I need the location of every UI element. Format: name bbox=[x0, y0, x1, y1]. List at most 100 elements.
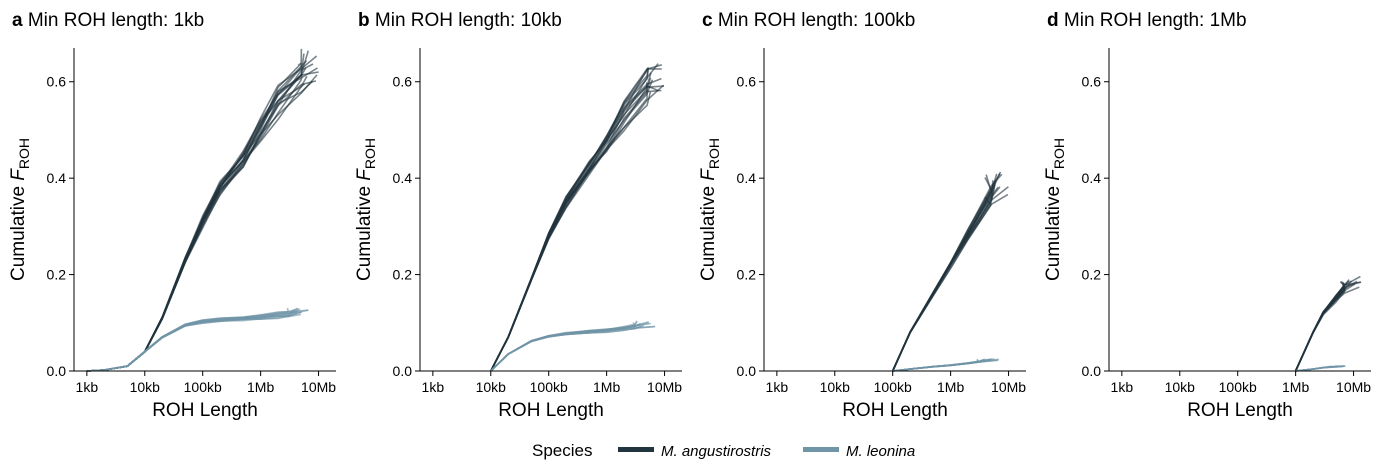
panel-d-letter: d bbox=[1047, 10, 1064, 31]
series-line-angustirostris bbox=[891, 171, 1002, 372]
x-tick-label: 10Mb bbox=[1336, 379, 1371, 395]
x-tick-label: 1Mb bbox=[937, 379, 964, 395]
panel-a-title: a Min ROH length: 1kb bbox=[12, 10, 204, 31]
panel-d-title: d Min ROH length: 1Mb bbox=[1047, 10, 1247, 31]
y-tick-label: 0.6 bbox=[1082, 74, 1102, 90]
panel-c-title: c Min ROH length: 100kb bbox=[702, 10, 915, 31]
x-tick-label: 1Mb bbox=[247, 379, 274, 395]
series-line-angustirostris bbox=[1294, 281, 1362, 372]
panel-c-letter: c bbox=[702, 10, 718, 31]
y-tick-label: 0.2 bbox=[1082, 267, 1102, 283]
series-line-angustirostris bbox=[1294, 280, 1358, 372]
y-tick-label: 0.2 bbox=[47, 267, 67, 283]
x-tick-label: 1kb bbox=[766, 379, 789, 395]
series-line-angustirostris bbox=[490, 69, 649, 372]
y-tick-label: 0.2 bbox=[393, 267, 413, 283]
y-axis-label-italic: F bbox=[698, 168, 719, 181]
panel-b-lines bbox=[490, 63, 665, 372]
y-axis-label: Cumulative FROH bbox=[698, 138, 722, 281]
panel-c-title-text: Min ROH length: 100kb bbox=[718, 10, 916, 31]
x-tick-label: 10Mb bbox=[991, 379, 1026, 395]
x-tick-label: 100kb bbox=[1219, 379, 1257, 395]
y-axis-label-italic: F bbox=[8, 168, 29, 181]
legend-label-angustirostris: M. angustirostris bbox=[661, 443, 772, 460]
y-tick-label: 0.4 bbox=[47, 170, 67, 186]
series-line-leonina bbox=[86, 311, 302, 372]
x-axis-label: ROH Length bbox=[498, 400, 604, 421]
y-axis-label-sub: ROH bbox=[706, 138, 722, 169]
y-tick-label: 0.6 bbox=[47, 74, 67, 90]
series-line-leonina bbox=[86, 311, 297, 372]
x-axis-label: ROH Length bbox=[152, 400, 258, 421]
legend-swatch-angustirostris bbox=[618, 447, 654, 452]
series-line-angustirostris bbox=[891, 186, 1009, 372]
x-tick-label: 10kb bbox=[1165, 379, 1196, 395]
panel-b-title-text: Min ROH length: 10kb bbox=[375, 10, 562, 31]
legend-title: Species bbox=[532, 441, 592, 460]
series-line-leonina bbox=[490, 325, 642, 372]
y-axis-label-italic: F bbox=[354, 168, 375, 181]
panel-d-title-text: Min ROH length: 1Mb bbox=[1064, 10, 1247, 31]
series-line-angustirostris bbox=[1294, 286, 1360, 372]
series-line-leonina bbox=[86, 309, 309, 372]
x-tick-label: 1kb bbox=[1111, 379, 1134, 395]
series-line-leonina bbox=[86, 310, 299, 372]
series-line-angustirostris bbox=[1294, 281, 1361, 372]
panel-a-title-text: Min ROH length: 1kb bbox=[28, 10, 204, 31]
x-tick-label: 1kb bbox=[422, 379, 445, 395]
panel-a: a Min ROH length: 1kb 0.0 0.2 0.4 0.6 1kb 10kb… bbox=[8, 10, 336, 421]
panel-d: d Min ROH length: 1Mb 0.0 0.2 0.4 0.6 1kb 10kb… bbox=[1043, 10, 1371, 421]
y-tick-label: 0.0 bbox=[1082, 363, 1102, 379]
series-line-leonina bbox=[86, 309, 309, 372]
x-tick-label: 10kb bbox=[820, 379, 851, 395]
x-tick-label: 10kb bbox=[130, 379, 161, 395]
y-tick-label: 0.0 bbox=[737, 363, 757, 379]
y-tick-label: 0.4 bbox=[1082, 170, 1102, 186]
series-line-angustirostris bbox=[86, 63, 314, 372]
series-line-angustirostris bbox=[1294, 286, 1346, 372]
series-line-angustirostris bbox=[891, 174, 992, 372]
series-line-leonina bbox=[892, 359, 984, 372]
legend-label-leonina: M. leonina bbox=[846, 443, 915, 460]
y-tick-label: 0.0 bbox=[393, 363, 413, 379]
y-axis-label-sub: ROH bbox=[362, 138, 378, 169]
series-line-angustirostris bbox=[1294, 283, 1356, 372]
y-axis-label-main: Cumulative bbox=[354, 181, 375, 281]
series-line-leonina bbox=[490, 322, 652, 372]
legend: Species M. angustirostris M. leonina bbox=[532, 441, 915, 460]
series-line-leonina bbox=[1295, 365, 1339, 372]
x-tick-label: 1Mb bbox=[1282, 379, 1309, 395]
x-tick-label: 10Mb bbox=[647, 379, 682, 395]
y-tick-label: 0.6 bbox=[737, 74, 757, 90]
panel-c: c Min ROH length: 100kb 0.0 0.2 0.4 0.6 1kb 10… bbox=[698, 10, 1026, 421]
x-tick-label: 100kb bbox=[874, 379, 912, 395]
y-axis-label-main: Cumulative bbox=[1043, 181, 1064, 281]
panel-b: b Min ROH length: 10kb 0.0 0.2 0.4 0.6 1kb 10k… bbox=[354, 10, 682, 421]
y-axis-label: Cumulative FROH bbox=[1043, 138, 1067, 281]
x-tick-label: 100kb bbox=[530, 379, 568, 395]
y-tick-label: 0.2 bbox=[737, 267, 757, 283]
panel-b-title: b Min ROH length: 10kb bbox=[358, 10, 562, 31]
y-axis-label-sub: ROH bbox=[16, 138, 32, 169]
panel-a-lines bbox=[86, 48, 319, 372]
y-axis-label: Cumulative FROH bbox=[354, 138, 378, 281]
panels: a Min ROH length: 1kb 0.0 0.2 0.4 0.6 1kb 10kb… bbox=[8, 10, 1371, 421]
y-tick-label: 0.4 bbox=[737, 170, 757, 186]
x-tick-label: 1kb bbox=[76, 379, 99, 395]
x-tick-label: 100kb bbox=[184, 379, 222, 395]
x-tick-label: 1Mb bbox=[593, 379, 620, 395]
y-axis-label-main: Cumulative bbox=[698, 181, 719, 281]
y-tick-label: 0.0 bbox=[47, 363, 67, 379]
x-tick-label: 10kb bbox=[476, 379, 507, 395]
panel-b-letter: b bbox=[358, 10, 375, 31]
series-line-angustirostris bbox=[891, 177, 992, 372]
panel-a-letter: a bbox=[12, 10, 28, 31]
y-axis-label-main: Cumulative bbox=[8, 181, 29, 281]
panel-c-lines bbox=[891, 171, 1009, 372]
y-tick-label: 0.4 bbox=[393, 170, 413, 186]
y-tick-label: 0.6 bbox=[393, 74, 413, 90]
x-axis-label: ROH Length bbox=[1187, 400, 1293, 421]
series-line-leonina bbox=[86, 311, 302, 372]
